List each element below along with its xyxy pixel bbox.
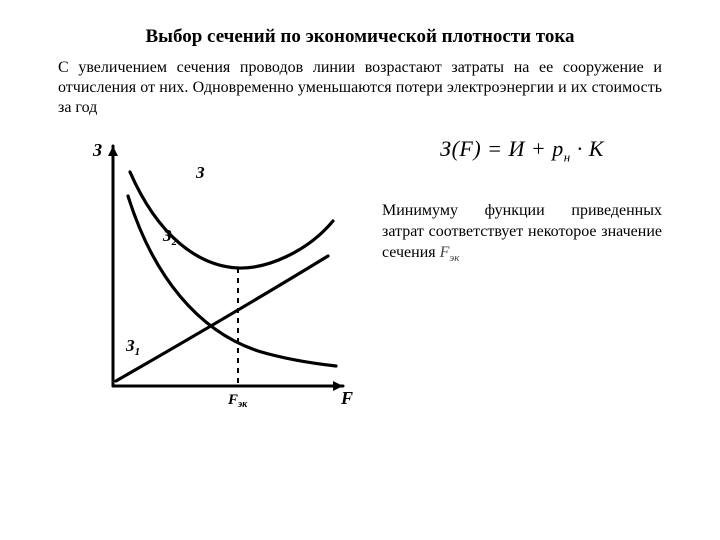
cost-curves-chart: ЗFЗЗ2З1Fэк [58,126,358,426]
formula: З(F) = И + pн · К [382,136,662,165]
svg-text:F: F [340,388,353,408]
intro-paragraph: С увеличением сечения проводов линии воз… [58,58,662,118]
right-column: З(F) = И + pн · К Минимуму функции приве… [358,126,662,265]
chart-svg: ЗFЗЗ2З1Fэк [58,126,358,426]
body-text: Минимуму функции приведенных затрат соот… [382,201,662,265]
svg-text:З: З [92,140,102,160]
svg-text:З: З [195,163,205,182]
page-root: Выбор сечений по экономической плотности… [0,0,720,540]
page-title: Выбор сечений по экономической плотности… [58,26,662,48]
content-row: ЗFЗЗ2З1Fэк З(F) = И + pн · К Минимуму фу… [58,126,662,426]
